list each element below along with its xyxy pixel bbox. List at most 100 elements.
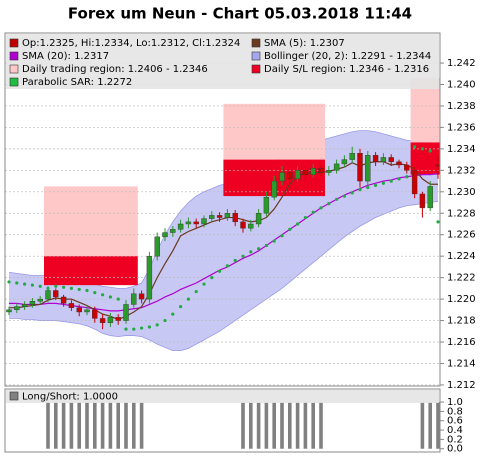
bar	[264, 402, 269, 449]
candle-body	[388, 157, 394, 162]
bar	[319, 402, 323, 449]
candle-body	[138, 293, 145, 300]
candle-body	[146, 255, 153, 300]
y-tick-label: 1.230	[447, 187, 476, 198]
sar-dot	[54, 284, 58, 288]
sar-dot	[319, 206, 323, 210]
candle-body	[99, 318, 106, 323]
legend-label: Daily trading region: 1.2406 - 1.2346	[22, 64, 208, 75]
candle-body	[349, 152, 355, 160]
bar	[93, 402, 97, 449]
bar	[108, 402, 113, 449]
sar-dot	[179, 305, 183, 309]
legend-swatch	[9, 77, 19, 87]
candle-body	[310, 167, 316, 175]
trading-region	[223, 103, 325, 160]
bar	[295, 402, 300, 449]
candle-body	[68, 303, 75, 308]
bar	[311, 402, 315, 449]
sar-dot	[381, 181, 385, 185]
candle-body	[271, 180, 277, 198]
sar-dot	[264, 243, 268, 248]
y-tick-label: 1.240	[447, 80, 476, 91]
bar	[116, 402, 120, 449]
sar-dot	[38, 284, 42, 288]
bar	[280, 402, 284, 449]
candle-body	[302, 170, 309, 175]
candle-body	[76, 307, 82, 313]
candle-body	[162, 232, 168, 238]
y-tick-label: 1.234	[447, 144, 476, 155]
candle-body	[427, 186, 433, 209]
candle-body	[209, 215, 215, 219]
main-plot	[5, 62, 440, 386]
bar	[428, 402, 432, 449]
sar-dot	[311, 210, 315, 214]
sar-dot	[405, 175, 409, 179]
legend-label: Daily S/L region: 1.2346 - 1.2316	[264, 64, 429, 75]
candle-body	[185, 221, 192, 225]
legend-label: Bollinger (20, 2): 1.2291 - 1.2344	[264, 51, 431, 62]
sar-dot	[225, 264, 229, 268]
y-tick-label: 0.4	[447, 425, 463, 436]
candle-body	[365, 155, 371, 182]
y-tick-label: 0.6	[447, 416, 463, 427]
sar-dot	[288, 227, 292, 231]
bar	[420, 402, 425, 449]
chart-title: Forex um Neun - Chart 05.03.2018 11:44	[68, 5, 412, 23]
candle-body	[14, 306, 20, 311]
sar-dot	[101, 293, 105, 297]
legend-swatch	[9, 391, 19, 401]
candle-body	[333, 163, 340, 171]
y-tick-label: 0.0	[447, 444, 463, 455]
bar	[46, 402, 50, 449]
candle-body	[201, 218, 207, 225]
y-tick-label: 1.0	[447, 397, 463, 408]
candle-body	[29, 301, 36, 305]
sar-dot	[210, 276, 214, 280]
candle-body	[326, 170, 332, 173]
y-tick-label: 0.8	[447, 406, 463, 417]
bar	[256, 402, 261, 449]
candle-body	[263, 196, 270, 214]
y-tick-label: 1.224	[447, 251, 476, 262]
sar-dot	[303, 215, 307, 220]
legend-swatch	[251, 38, 261, 48]
y-tick-label: 1.212	[447, 380, 476, 391]
candle-body	[115, 317, 121, 321]
candle-body	[396, 161, 402, 166]
y-tick-label: 1.236	[447, 122, 476, 133]
sar-dot	[171, 312, 175, 316]
sar-dot	[23, 282, 27, 286]
bar	[132, 402, 136, 449]
candle-body	[380, 157, 387, 162]
bar	[69, 402, 74, 449]
sar-dot	[30, 283, 34, 287]
sar-dot	[358, 188, 362, 192]
y-tick-label: 1.214	[447, 358, 476, 369]
candle-body	[240, 221, 246, 229]
sar-dot	[350, 191, 354, 195]
legend-label: Parabolic SAR: 1.2272	[22, 77, 132, 88]
candle-body	[92, 309, 98, 319]
legend-box	[6, 390, 439, 403]
sar-dot	[15, 281, 19, 285]
sar-dot	[46, 286, 50, 290]
candle-body	[6, 309, 12, 313]
candle-body	[248, 223, 254, 229]
sar-dot	[389, 179, 393, 183]
candle-body	[255, 213, 262, 225]
bar	[241, 402, 245, 449]
sar-dot	[108, 295, 112, 299]
bollinger-band	[9, 130, 438, 351]
sar-dot	[85, 288, 89, 293]
sar-dot	[428, 149, 432, 153]
legend-label: Op:1.2325, Hi:1.2334, Lo:1.2312, Cl:1.23…	[22, 38, 240, 49]
candle-body	[435, 164, 440, 167]
candle-body	[232, 213, 238, 223]
sar-dot	[257, 247, 261, 251]
sar-dot	[413, 145, 417, 149]
sar-dot	[280, 234, 284, 238]
sar-dot	[436, 220, 440, 224]
sar-dot	[233, 258, 237, 263]
